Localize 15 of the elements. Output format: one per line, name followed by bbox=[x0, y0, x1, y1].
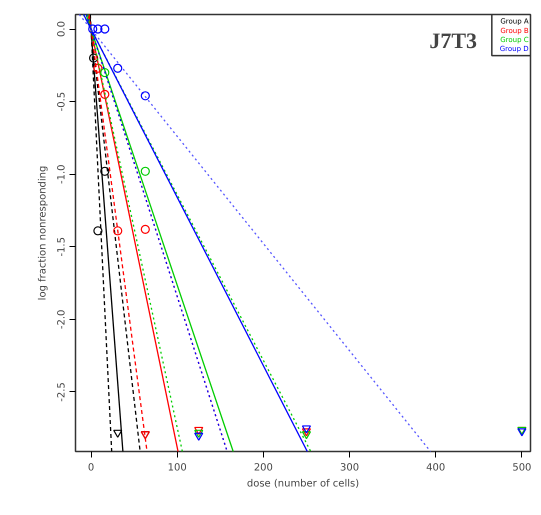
x-tick-label: 100 bbox=[168, 462, 187, 474]
x-tick-label: 300 bbox=[340, 462, 360, 474]
y-tick-label: 0.0 bbox=[56, 21, 68, 37]
y-tick-label: -1.0 bbox=[56, 164, 68, 184]
x-tick-label: 0 bbox=[88, 462, 94, 474]
y-tick-label: -1.5 bbox=[56, 237, 68, 257]
y-tick-label: -2.0 bbox=[56, 310, 68, 330]
y-tick-label: -0.5 bbox=[56, 92, 68, 112]
y-axis-title: log fraction nonresponding bbox=[38, 166, 48, 300]
x-tick-label: 200 bbox=[254, 462, 273, 474]
x-tick-label: 400 bbox=[426, 462, 446, 474]
y-tick-label: -2.5 bbox=[56, 382, 68, 402]
x-axis-title: dose (number of cells) bbox=[246, 478, 360, 490]
x-tick-label: 500 bbox=[512, 462, 532, 474]
text: J7T3 bbox=[429, 28, 477, 54]
